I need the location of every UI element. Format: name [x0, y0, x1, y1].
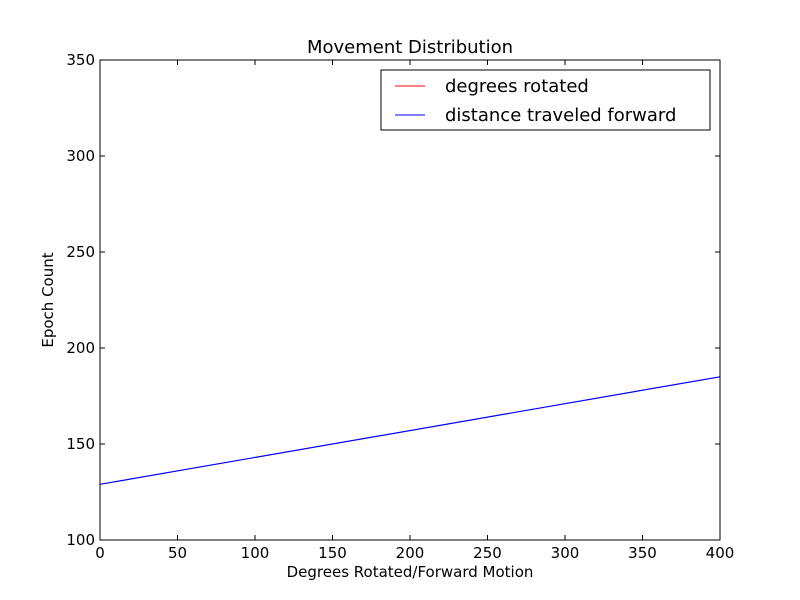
x-tick-label: 350	[628, 544, 657, 562]
x-tick-label: 50	[168, 544, 187, 562]
x-tick-label: 200	[396, 544, 425, 562]
x-tick-label: 100	[241, 544, 270, 562]
legend-box	[380, 69, 711, 131]
legend: degrees rotated distance traveled forwar…	[380, 69, 711, 131]
y-tick-label: 250	[66, 243, 95, 261]
x-tick-label: 300	[551, 544, 580, 562]
x-tick-label: 250	[473, 544, 502, 562]
legend-label-degrees-rotated: degrees rotated	[445, 76, 589, 97]
chart-title: Movement Distribution	[307, 37, 513, 58]
plot-area	[100, 60, 720, 540]
x-tick-label: 150	[318, 544, 347, 562]
y-tick-label: 300	[66, 147, 95, 165]
x-axis-label: Degrees Rotated/Forward Motion	[287, 563, 534, 581]
x-tick-label: 400	[706, 544, 735, 562]
plot-frame	[99, 59, 721, 541]
legend-label-distance-traveled-forward: distance traveled forward	[445, 105, 676, 126]
y-tick-label: 100	[66, 531, 95, 549]
y-tick-label: 150	[66, 435, 95, 453]
x-tick-label: 0	[95, 544, 105, 562]
series-layer	[99, 376, 721, 485]
y-axis-label: Epoch Count	[39, 252, 57, 347]
y-tick-label: 350	[66, 51, 95, 69]
y-tick-label: 200	[66, 339, 95, 357]
series-line-distance-traveled-forward	[99, 376, 721, 485]
ticks-layer: 0 50 100 150 200 250 300 350 400 100 150 200 250 300 3…	[66, 51, 734, 562]
